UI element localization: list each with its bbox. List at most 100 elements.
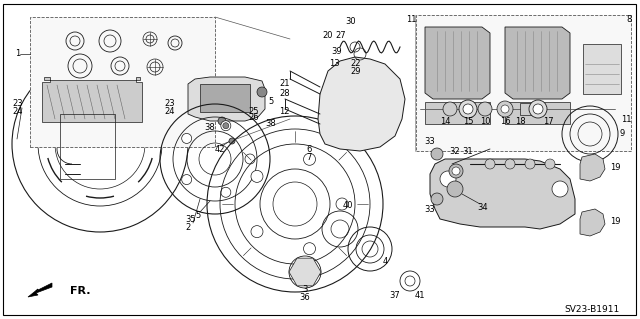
Circle shape bbox=[303, 243, 316, 255]
Text: 23: 23 bbox=[12, 100, 22, 108]
Circle shape bbox=[182, 174, 192, 185]
Text: 1: 1 bbox=[15, 49, 20, 58]
Circle shape bbox=[447, 181, 463, 197]
Circle shape bbox=[303, 153, 316, 165]
Circle shape bbox=[431, 148, 443, 160]
Text: 32: 32 bbox=[450, 146, 460, 155]
Circle shape bbox=[533, 104, 543, 114]
Text: 27: 27 bbox=[335, 31, 346, 40]
Text: 24: 24 bbox=[12, 108, 22, 116]
Text: 8: 8 bbox=[627, 14, 632, 24]
Circle shape bbox=[449, 164, 463, 178]
Circle shape bbox=[336, 198, 348, 210]
Circle shape bbox=[525, 159, 535, 169]
Circle shape bbox=[251, 170, 263, 182]
Text: 28: 28 bbox=[280, 90, 290, 99]
Polygon shape bbox=[580, 209, 605, 236]
Polygon shape bbox=[430, 159, 575, 229]
Text: 16: 16 bbox=[500, 117, 510, 127]
Text: 5: 5 bbox=[268, 97, 273, 106]
Text: SV23-B1911: SV23-B1911 bbox=[564, 305, 620, 314]
Polygon shape bbox=[425, 27, 490, 99]
Text: 38: 38 bbox=[204, 123, 215, 132]
Text: 40: 40 bbox=[343, 202, 353, 211]
Circle shape bbox=[251, 226, 263, 238]
Circle shape bbox=[478, 102, 492, 116]
Polygon shape bbox=[318, 57, 405, 151]
Text: 9: 9 bbox=[620, 130, 625, 138]
Polygon shape bbox=[580, 154, 605, 181]
Circle shape bbox=[182, 133, 192, 144]
Text: FR.: FR. bbox=[70, 286, 90, 296]
Circle shape bbox=[223, 123, 229, 129]
Polygon shape bbox=[505, 27, 570, 99]
Text: 36: 36 bbox=[300, 293, 310, 301]
Text: 15: 15 bbox=[463, 117, 473, 127]
Text: 19: 19 bbox=[610, 162, 620, 172]
Polygon shape bbox=[188, 77, 265, 121]
Bar bbox=[200, 84, 250, 112]
Circle shape bbox=[452, 167, 460, 175]
Text: 22: 22 bbox=[350, 60, 360, 69]
Text: 10: 10 bbox=[480, 117, 490, 127]
Text: 7: 7 bbox=[307, 152, 312, 161]
Text: 6: 6 bbox=[307, 145, 312, 153]
Text: 29: 29 bbox=[350, 66, 360, 76]
Circle shape bbox=[529, 100, 547, 118]
Text: 21: 21 bbox=[280, 79, 290, 88]
Polygon shape bbox=[425, 102, 490, 124]
Text: 33: 33 bbox=[424, 137, 435, 145]
Text: 33: 33 bbox=[424, 204, 435, 213]
Bar bbox=[30, 17, 215, 147]
Circle shape bbox=[545, 159, 555, 169]
Bar bbox=[60, 114, 115, 179]
Polygon shape bbox=[42, 77, 142, 122]
Circle shape bbox=[443, 102, 457, 116]
Text: 37: 37 bbox=[390, 291, 401, 300]
Text: 11: 11 bbox=[621, 115, 632, 123]
Text: 35: 35 bbox=[185, 214, 196, 224]
Text: 39: 39 bbox=[332, 48, 342, 56]
Text: 17: 17 bbox=[543, 117, 554, 127]
Text: 20: 20 bbox=[322, 31, 333, 40]
Circle shape bbox=[218, 117, 226, 125]
Text: 5: 5 bbox=[195, 211, 200, 220]
Circle shape bbox=[221, 187, 231, 197]
Bar bbox=[520, 103, 532, 115]
Circle shape bbox=[221, 121, 231, 131]
Text: 19: 19 bbox=[610, 218, 620, 226]
Text: 24: 24 bbox=[164, 108, 175, 116]
Text: 13: 13 bbox=[330, 60, 340, 69]
Circle shape bbox=[552, 181, 568, 197]
Circle shape bbox=[497, 101, 513, 117]
Bar bbox=[416, 15, 631, 151]
Text: 4: 4 bbox=[382, 256, 388, 265]
Circle shape bbox=[505, 159, 515, 169]
Circle shape bbox=[463, 104, 473, 114]
Circle shape bbox=[257, 87, 267, 97]
Text: 12: 12 bbox=[280, 107, 290, 115]
Circle shape bbox=[459, 100, 477, 118]
Text: 14: 14 bbox=[440, 117, 451, 127]
Text: 18: 18 bbox=[515, 117, 525, 127]
Polygon shape bbox=[505, 102, 570, 124]
Text: 31: 31 bbox=[463, 146, 474, 155]
Circle shape bbox=[245, 154, 255, 164]
Text: 26: 26 bbox=[248, 114, 259, 122]
Text: 2: 2 bbox=[185, 222, 190, 232]
Circle shape bbox=[501, 105, 509, 113]
Text: 41: 41 bbox=[415, 291, 425, 300]
Text: 42: 42 bbox=[215, 145, 225, 153]
Polygon shape bbox=[289, 258, 321, 286]
Text: 23: 23 bbox=[164, 100, 175, 108]
Circle shape bbox=[229, 138, 235, 144]
Polygon shape bbox=[28, 283, 52, 297]
Circle shape bbox=[440, 171, 456, 187]
Text: 3: 3 bbox=[302, 285, 308, 293]
Bar bbox=[583, 44, 621, 94]
Circle shape bbox=[485, 159, 495, 169]
Circle shape bbox=[431, 193, 443, 205]
Text: 38: 38 bbox=[265, 118, 276, 128]
Text: 25: 25 bbox=[248, 107, 259, 115]
Text: 11: 11 bbox=[406, 14, 417, 24]
